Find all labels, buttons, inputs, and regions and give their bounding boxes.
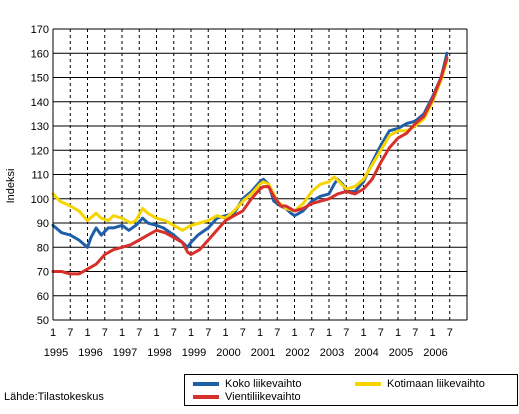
x-month-tick-label: 7 — [171, 327, 177, 339]
legend-item-vienti: Vientiliikevaihto — [193, 391, 301, 403]
series-line-1 — [51, 59, 449, 232]
y-tick-label: 100 — [31, 194, 49, 206]
x-month-tick-label: 1 — [222, 327, 228, 339]
x-month-tick-label: 7 — [102, 327, 108, 339]
x-year-label: 2003 — [320, 347, 344, 359]
axes — [52, 28, 468, 321]
x-year-label: 2001 — [251, 347, 275, 359]
x-month-tick-label: 7 — [274, 327, 280, 339]
x-month-tick-label: 7 — [205, 327, 211, 339]
x-month-tick-label: 7 — [343, 327, 349, 339]
x-year-label: 2002 — [285, 347, 309, 359]
x-month-tick-label: 7 — [309, 327, 315, 339]
y-tick-label: 90 — [37, 218, 49, 230]
x-month-tick-label: 1 — [257, 327, 263, 339]
x-month-tick-label: 7 — [240, 327, 246, 339]
y-axis-label: Indeksi — [5, 169, 17, 204]
x-year-label: 1998 — [147, 347, 171, 359]
legend-item-koko: Koko liikevaihto — [193, 378, 301, 390]
x-month-tick-label: 1 — [326, 327, 332, 339]
y-tick-labels: 50 60 70 80 90 100 110 120 130 140 150 160 170 — [31, 24, 49, 327]
x-year-label: 2006 — [423, 347, 447, 359]
x-month-tick-label: 7 — [412, 327, 418, 339]
x-month-tick-label: 1 — [291, 327, 297, 339]
y-tick-label: 130 — [31, 121, 49, 133]
series-lines — [51, 51, 449, 276]
x-month-tick-label: 7 — [378, 327, 384, 339]
y-tick-label: 50 — [37, 315, 49, 327]
y-tick-label: 60 — [37, 291, 49, 303]
x-month-tick-label: 1 — [119, 327, 125, 339]
y-tick-label: 80 — [37, 242, 49, 254]
legend-swatch-kotimaan — [355, 382, 381, 386]
legend-swatch-koko — [193, 382, 219, 386]
legend-label-kotimaan: Kotimaan liikevaihto — [387, 378, 485, 390]
x-year-label: 1995 — [44, 347, 68, 359]
y-tick-label: 110 — [31, 170, 49, 182]
x-month-tick-label: 1 — [84, 327, 90, 339]
series-line-2 — [51, 56, 449, 276]
y-tick-label: 150 — [31, 73, 49, 85]
grid — [53, 28, 467, 321]
x-month-tick-label: 7 — [67, 327, 73, 339]
legend-swatch-vienti — [193, 395, 219, 399]
x-month-tick-label: 7 — [136, 327, 142, 339]
x-year-label: 2000 — [216, 347, 240, 359]
legend-item-kotimaan: Kotimaan liikevaihto — [355, 378, 485, 390]
x-year-label: 2004 — [354, 347, 378, 359]
x-year-label: 1997 — [113, 347, 137, 359]
x-month-tick-label: 1 — [153, 327, 159, 339]
y-tick-label: 140 — [31, 97, 49, 109]
legend-label-koko: Koko liikevaihto — [225, 378, 302, 390]
x-month-tick-label: 1 — [50, 327, 56, 339]
legend-label-vienti: Vientiliikevaihto — [225, 391, 301, 403]
source-note: Lähde:Tilastokeskus — [4, 391, 104, 403]
y-tick-label: 120 — [31, 145, 49, 157]
x-year-label: 2005 — [389, 347, 413, 359]
x-month-tick-label: 1 — [395, 327, 401, 339]
x-month-tick-label: 1 — [360, 327, 366, 339]
legend: Koko liikevaihto Kotimaan liikevaihto Vi… — [184, 374, 518, 406]
x-month-tick-label: 7 — [447, 327, 453, 339]
x-year-label: 1999 — [182, 347, 206, 359]
y-tick-label: 170 — [31, 24, 49, 36]
x-year-label: 1996 — [78, 347, 102, 359]
y-tick-label: 160 — [31, 48, 49, 60]
x-month-tick-label: 1 — [429, 327, 435, 339]
y-tick-label: 70 — [37, 267, 49, 279]
x-month-tick-label: 1 — [188, 327, 194, 339]
